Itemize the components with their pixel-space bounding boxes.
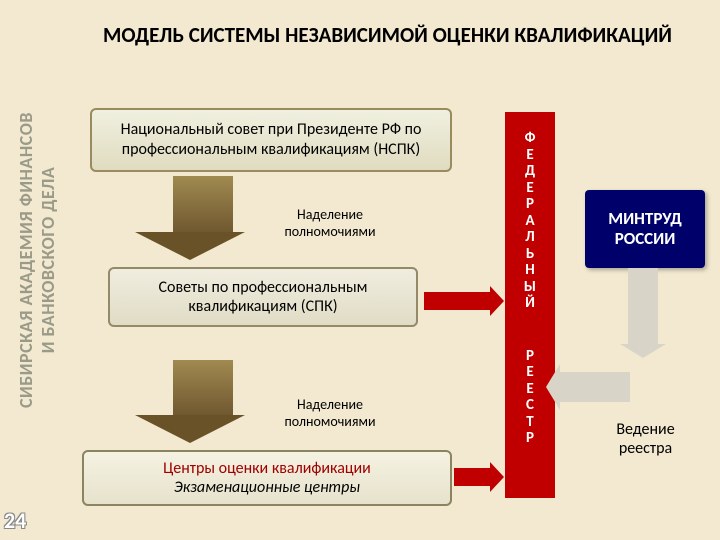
box-centers: Центры оценки квалификации Экзаменационн… (82, 450, 452, 506)
label-nadelenie-2-text: Наделение полномочиями (284, 396, 375, 430)
box-centers-line2: Экзаменационные центры (163, 478, 371, 497)
box-nspk-text: Национальный совет при Президенте РФ по … (106, 120, 436, 160)
connector-mintrud-down (628, 268, 658, 346)
arrow-down-2 (160, 360, 245, 443)
label-nadelenie-2: Наделение полномочиями (250, 396, 410, 430)
arrow-right-centers (454, 468, 490, 486)
box-mintrud: МИНТРУД РОССИИ (585, 190, 705, 268)
label-nadelenie-1: Наделение полномочиями (250, 206, 410, 240)
box-centers-line1: Центры оценки квалификации (163, 459, 371, 478)
sidebar-institution: СИБИРСКАЯ АКАДЕМИЯ ФИНАНСОВ И БАНКОВСКОГ… (16, 60, 59, 460)
label-vedenie-text: Ведение реестра (616, 420, 674, 458)
red-word-federal: ФЕДЕРАЛЬНЫЙ (505, 130, 555, 312)
box-spk: Советы по профессиональным квалификациям… (108, 267, 418, 327)
sidebar-line2: И БАНКОВСКОГО ДЕЛА (37, 167, 59, 354)
red-column-federal-registry: ФЕДЕРАЛЬНЫЙ РЕЕСТР (505, 112, 555, 498)
arrow-down-1 (160, 176, 245, 260)
sidebar-line1: СИБИРСКАЯ АКАДЕМИЯ ФИНАНСОВ (15, 112, 37, 408)
box-mintrud-text: МИНТРУД РОССИИ (585, 209, 705, 250)
box-spk-text: Советы по профессиональным квалификациям… (124, 278, 402, 316)
page-title: МОДЕЛЬ СИСТЕМЫ НЕЗАВИСИМОЙ ОЦЕНКИ КВАЛИФ… (75, 22, 700, 48)
label-nadelenie-1-text: Наделение полномочиями (284, 206, 375, 240)
connector-to-registry (560, 372, 630, 402)
page-number: 24 (4, 507, 26, 534)
arrow-right-spk (424, 292, 490, 310)
label-vedenie: Ведение реестра (588, 420, 703, 458)
box-nspk: Национальный совет при Президенте РФ по … (90, 108, 452, 172)
